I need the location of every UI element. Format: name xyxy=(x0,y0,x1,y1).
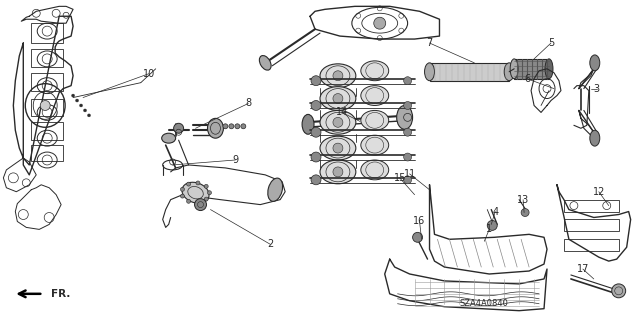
Text: 13: 13 xyxy=(517,195,529,205)
Bar xyxy=(564,200,619,211)
Ellipse shape xyxy=(361,110,388,130)
Circle shape xyxy=(180,187,184,191)
Text: 15: 15 xyxy=(394,173,406,183)
Ellipse shape xyxy=(504,63,514,81)
Circle shape xyxy=(223,124,228,129)
Circle shape xyxy=(404,77,412,85)
Ellipse shape xyxy=(361,135,388,155)
Circle shape xyxy=(196,181,200,185)
Text: 10: 10 xyxy=(143,69,155,79)
Bar xyxy=(31,23,63,43)
Ellipse shape xyxy=(361,85,388,106)
Bar xyxy=(564,239,619,251)
Circle shape xyxy=(311,127,321,137)
Bar xyxy=(564,219,619,231)
Ellipse shape xyxy=(361,61,388,81)
Text: 7: 7 xyxy=(426,38,433,48)
Circle shape xyxy=(333,143,343,153)
Circle shape xyxy=(487,220,497,230)
Bar xyxy=(31,122,63,140)
Text: 6: 6 xyxy=(524,74,530,84)
Text: 3: 3 xyxy=(594,84,600,93)
Ellipse shape xyxy=(268,178,283,201)
Ellipse shape xyxy=(182,182,209,203)
Ellipse shape xyxy=(320,160,356,184)
Text: FR.: FR. xyxy=(51,289,70,299)
Circle shape xyxy=(84,109,86,112)
Bar xyxy=(429,63,509,81)
Circle shape xyxy=(404,153,412,161)
Circle shape xyxy=(173,123,184,133)
Text: 8: 8 xyxy=(245,99,252,108)
Ellipse shape xyxy=(424,63,435,81)
Circle shape xyxy=(196,200,200,204)
Circle shape xyxy=(187,199,191,203)
Circle shape xyxy=(404,128,412,136)
Ellipse shape xyxy=(259,56,271,70)
Circle shape xyxy=(311,76,321,85)
Text: 2: 2 xyxy=(267,239,273,249)
Ellipse shape xyxy=(545,59,553,79)
Circle shape xyxy=(333,167,343,177)
Circle shape xyxy=(311,152,321,162)
Text: 14: 14 xyxy=(336,108,348,117)
Text: 5: 5 xyxy=(548,38,554,48)
Circle shape xyxy=(195,199,207,211)
Text: 9: 9 xyxy=(232,155,239,165)
Bar xyxy=(31,73,63,91)
Text: SZA4A0840: SZA4A0840 xyxy=(460,299,508,308)
Circle shape xyxy=(76,99,79,102)
Ellipse shape xyxy=(320,110,356,134)
Circle shape xyxy=(180,194,184,198)
Ellipse shape xyxy=(320,64,356,88)
Text: 11: 11 xyxy=(403,169,416,179)
Ellipse shape xyxy=(302,115,314,134)
Ellipse shape xyxy=(162,133,175,143)
Circle shape xyxy=(333,93,343,103)
Circle shape xyxy=(413,232,422,242)
Circle shape xyxy=(187,182,191,186)
Bar xyxy=(31,99,63,116)
Text: 16: 16 xyxy=(413,217,426,226)
Circle shape xyxy=(207,191,211,195)
Ellipse shape xyxy=(590,55,600,71)
Bar xyxy=(31,145,63,161)
Ellipse shape xyxy=(590,130,600,146)
Circle shape xyxy=(204,197,208,201)
Circle shape xyxy=(404,176,412,184)
Text: 1: 1 xyxy=(486,224,492,234)
Circle shape xyxy=(612,284,626,298)
Circle shape xyxy=(79,104,83,107)
Circle shape xyxy=(204,184,208,188)
Circle shape xyxy=(72,94,75,97)
Ellipse shape xyxy=(207,118,223,138)
Text: 4: 4 xyxy=(492,206,499,217)
Ellipse shape xyxy=(510,59,518,79)
Circle shape xyxy=(311,100,321,110)
Circle shape xyxy=(241,124,246,129)
Ellipse shape xyxy=(320,136,356,160)
Circle shape xyxy=(404,101,412,109)
Ellipse shape xyxy=(397,106,413,129)
Circle shape xyxy=(229,124,234,129)
Ellipse shape xyxy=(320,87,356,110)
Circle shape xyxy=(40,100,50,110)
Circle shape xyxy=(521,209,529,217)
Text: 12: 12 xyxy=(593,187,605,197)
Circle shape xyxy=(235,124,240,129)
Circle shape xyxy=(374,17,386,29)
Bar xyxy=(514,59,549,79)
Circle shape xyxy=(88,114,90,117)
Circle shape xyxy=(333,71,343,81)
Circle shape xyxy=(311,175,321,185)
Ellipse shape xyxy=(361,160,388,180)
Bar xyxy=(31,49,63,67)
Text: 17: 17 xyxy=(577,264,589,274)
Circle shape xyxy=(333,117,343,127)
